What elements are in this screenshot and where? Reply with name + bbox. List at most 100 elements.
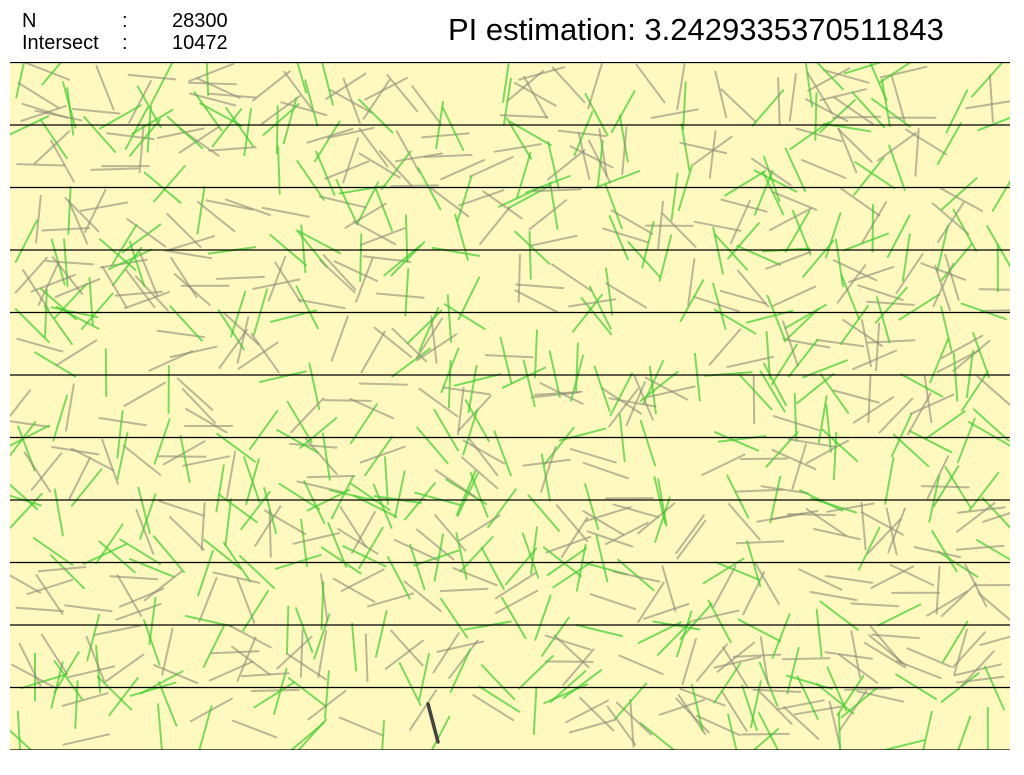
needle-crossing [86, 614, 101, 662]
needle-crossing [608, 215, 629, 261]
needle-crossing [762, 362, 787, 406]
needle [178, 126, 220, 154]
needle [181, 387, 216, 424]
needle-crossing [121, 223, 162, 254]
needle [333, 260, 379, 282]
needle-crossing [534, 594, 552, 641]
needle [123, 381, 167, 407]
needle [37, 566, 87, 573]
needle [360, 330, 386, 374]
needle [240, 672, 290, 678]
needle [99, 258, 148, 269]
needle-crossing [111, 223, 138, 266]
needle [306, 128, 354, 144]
needle-crossing [275, 105, 279, 155]
needle-crossing [786, 674, 833, 690]
needle [877, 131, 918, 162]
needle-crossing [480, 664, 516, 701]
needle-crossing [297, 718, 328, 750]
needle [815, 339, 865, 348]
needle-crossing [153, 418, 171, 465]
needle-crossing [49, 554, 86, 590]
needle-crossing [248, 410, 279, 451]
needle [867, 374, 872, 424]
needle-crossing [34, 351, 77, 378]
needle [642, 603, 690, 620]
needle-crossing [440, 597, 469, 639]
needle [878, 397, 914, 434]
needle [37, 261, 60, 306]
needle-crossing [288, 677, 328, 708]
needle-crossing [714, 561, 760, 581]
needle [72, 108, 121, 115]
needle [11, 663, 55, 688]
needle-crossing [713, 308, 757, 335]
needle [920, 485, 970, 489]
needle-crossing [736, 244, 782, 266]
needle-crossing [679, 279, 705, 323]
needle [250, 333, 280, 374]
n-separator: : [122, 10, 128, 32]
needle [860, 501, 867, 551]
needle-crossing [588, 285, 612, 330]
needle-crossing [129, 681, 177, 697]
needle [857, 284, 904, 301]
needle-crossing [96, 675, 133, 711]
needle-crossing [116, 410, 124, 459]
needle [839, 690, 868, 731]
needle [545, 535, 592, 554]
needle [10, 420, 50, 428]
needle-crossing [670, 172, 679, 221]
needle-crossing [480, 546, 505, 591]
needle-crossing [217, 309, 245, 351]
needle [826, 502, 875, 513]
needle [708, 130, 717, 179]
needle-crossing [884, 456, 895, 505]
needle [582, 461, 630, 480]
needle-crossing [546, 547, 588, 576]
needle [391, 327, 428, 363]
needle [801, 159, 847, 179]
needle [565, 699, 609, 724]
needle [955, 544, 1005, 551]
needle-crossing [16, 710, 22, 750]
needle [791, 443, 807, 491]
needle [712, 565, 737, 609]
needle-crossing [595, 534, 609, 583]
needle-crossing [516, 151, 532, 199]
needle [358, 152, 401, 179]
needle-crossing [928, 475, 941, 523]
needle [661, 565, 677, 613]
needle [250, 688, 300, 693]
needle [832, 259, 878, 282]
needle [708, 328, 742, 366]
needle [182, 455, 231, 467]
needle-crossing [300, 518, 308, 568]
needle [90, 167, 140, 171]
needle-crossing [766, 294, 786, 341]
needle [323, 399, 372, 402]
needle [358, 382, 408, 386]
needle-crossing [203, 538, 242, 570]
needle [164, 249, 213, 260]
needle-crossing [707, 599, 732, 644]
needle-crossing [230, 290, 247, 338]
needle [732, 653, 782, 658]
needle [359, 227, 406, 246]
needle [168, 235, 216, 251]
needle [687, 258, 696, 307]
needle-crossing [53, 488, 64, 537]
needle-crossing [441, 106, 465, 151]
needle-crossing [562, 669, 603, 699]
needle [562, 648, 595, 686]
needle [777, 76, 781, 126]
needle-crossing [784, 147, 807, 192]
needle-crossing [393, 470, 406, 519]
needle [457, 386, 465, 436]
needle [18, 642, 42, 687]
needle [216, 275, 265, 280]
needle-crossing [960, 370, 989, 412]
needle [934, 264, 951, 312]
needle [852, 349, 898, 371]
needle [166, 213, 202, 249]
